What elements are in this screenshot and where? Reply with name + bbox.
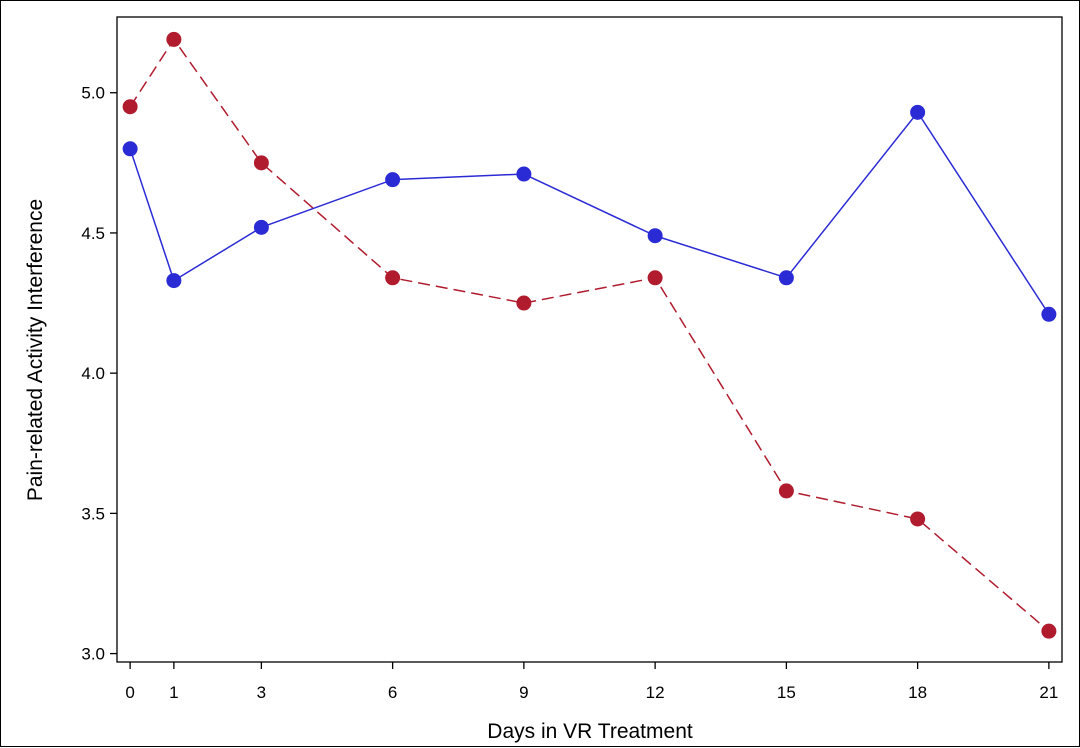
y-tick-label: 4.0 <box>81 364 105 383</box>
x-tick-label: 1 <box>169 683 178 702</box>
x-tick-label: 3 <box>257 683 266 702</box>
series-1-point <box>385 172 401 188</box>
x-tick-label: 0 <box>125 683 134 702</box>
series-2-point <box>910 511 926 527</box>
series-1-line <box>129 111 1050 315</box>
x-axis-title: Days in VR Treatment <box>487 720 693 743</box>
series-1-point <box>910 104 926 120</box>
series-1 <box>122 104 1057 322</box>
series-1-point <box>1041 306 1057 322</box>
x-tick-label: 6 <box>388 683 397 702</box>
x-tick-label: 9 <box>519 683 528 702</box>
x-tick-label: 21 <box>1039 683 1058 702</box>
series-2-point <box>385 270 401 286</box>
x-axis: 0 1 3 6 9 12 15 18 21 <box>125 662 1058 702</box>
series-2-point <box>253 155 269 171</box>
y-tick-label: 3.5 <box>81 504 105 523</box>
series-2-point <box>122 99 138 115</box>
series-1-point <box>778 270 794 286</box>
y-tick-label: 3.0 <box>81 645 105 664</box>
x-tick-label: 12 <box>646 683 665 702</box>
y-axis-title: Pain-related Activity Interference <box>24 199 47 501</box>
series-2-line <box>129 38 1050 632</box>
series-2-point <box>778 483 794 499</box>
series-2 <box>122 31 1057 639</box>
series-1-point <box>253 219 269 235</box>
y-tick-label: 4.5 <box>81 224 105 243</box>
x-tick-label: 18 <box>908 683 927 702</box>
series-2-point <box>1041 623 1057 639</box>
x-tick-label: 15 <box>777 683 796 702</box>
plot-area-frame <box>116 16 1063 663</box>
series-1-point <box>516 166 532 182</box>
series-1-point <box>166 273 182 289</box>
series-2-point <box>166 31 182 47</box>
series-layer <box>122 31 1057 639</box>
series-1-point <box>122 141 138 157</box>
series-1-point <box>647 228 663 244</box>
series-2-point <box>516 295 532 311</box>
series-2-point <box>647 270 663 286</box>
y-axis: 3.0 3.5 4.0 4.5 5.0 <box>81 84 117 664</box>
y-tick-label: 5.0 <box>81 84 105 103</box>
